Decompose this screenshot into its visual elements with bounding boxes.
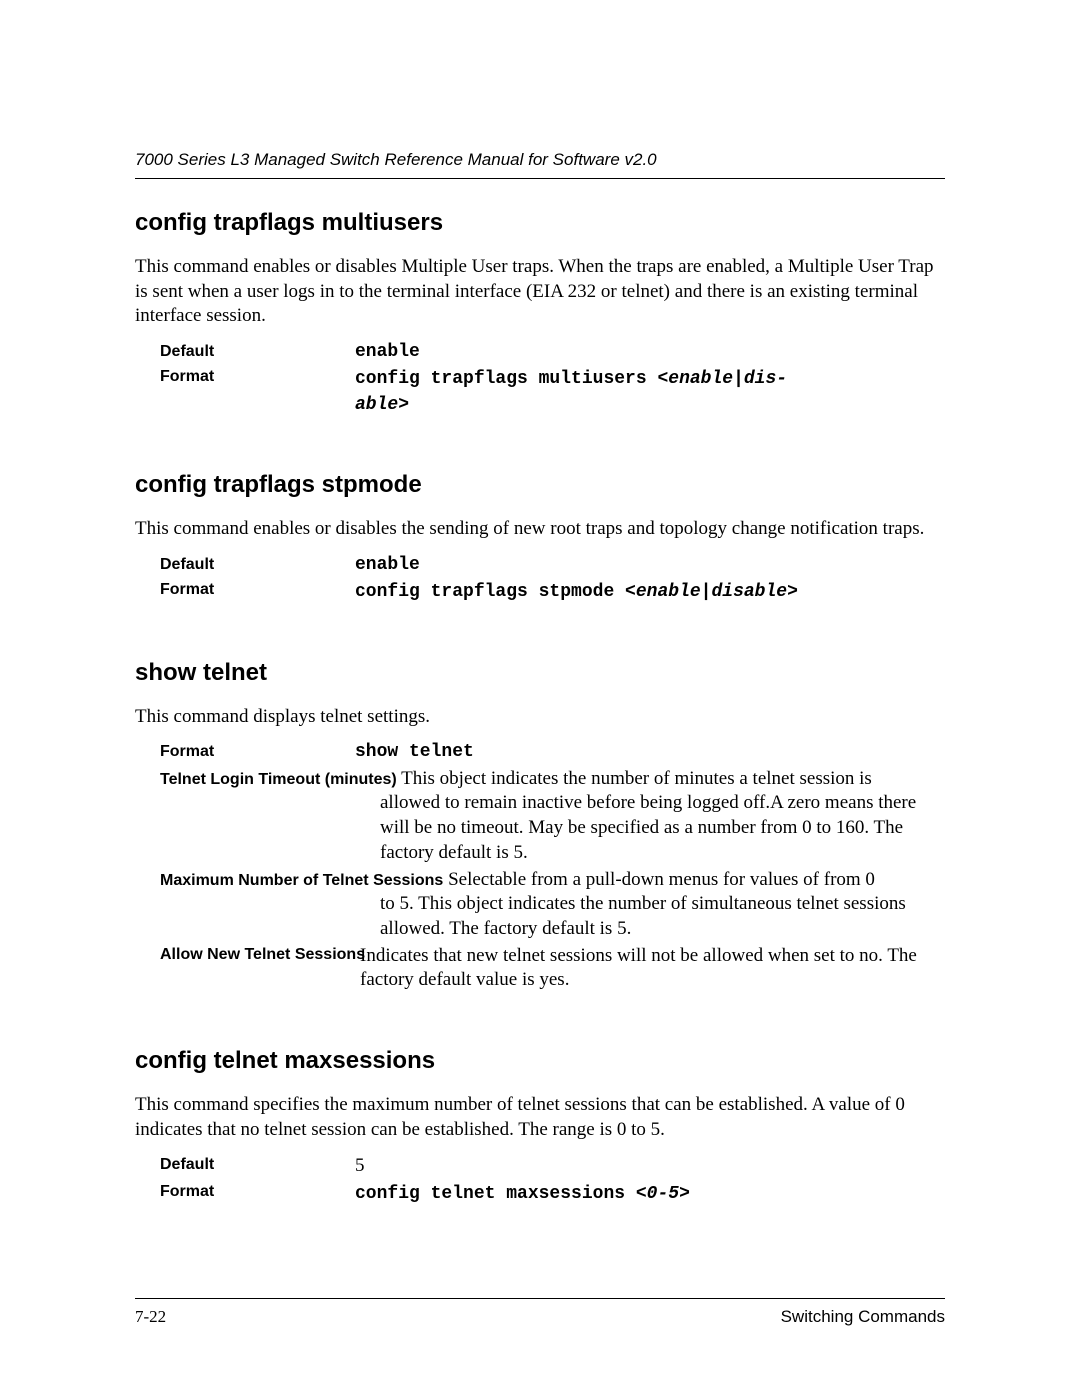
section-desc: This command specifies the maximum numbe… xyxy=(135,1093,945,1142)
format-close: > xyxy=(679,1184,690,1204)
default-label: Default xyxy=(160,554,355,574)
default-row: Default enable xyxy=(160,554,945,577)
format-value: show telnet xyxy=(355,741,945,764)
format-value: config trapflags stpmode <enable|disable… xyxy=(355,579,945,604)
format-label: Format xyxy=(160,741,355,761)
section-heading-multiusers: config trapflags multiusers xyxy=(135,209,945,237)
format-arg: enable|dis- xyxy=(668,369,787,389)
section-heading-showtelnet: show telnet xyxy=(135,659,945,687)
format-close: > xyxy=(398,395,409,415)
format-cmd: config trapflags multiusers < xyxy=(355,369,668,389)
format-row: Format config trapflags stpmode <enable|… xyxy=(160,579,945,604)
default-label: Default xyxy=(160,341,355,361)
default-row: Default 5 xyxy=(160,1154,945,1179)
param-label: Maximum Number of Telnet Sessions xyxy=(160,872,443,889)
format-arg: enable|disable xyxy=(636,582,787,602)
format-row: Format config trapflags multiusers <enab… xyxy=(160,366,945,417)
footer-section: Switching Commands xyxy=(781,1307,945,1327)
section-desc: This command displays telnet settings. xyxy=(135,705,945,730)
param-text: Indicates that new telnet sessions will … xyxy=(360,944,945,993)
format-cmd: config telnet maxsessions < xyxy=(355,1184,647,1204)
default-label: Default xyxy=(160,1154,355,1174)
section-heading-stpmode: config trapflags stpmode xyxy=(135,471,945,499)
section-desc: This command enables or disables Multipl… xyxy=(135,255,945,329)
param-row-maxsessions: Maximum Number of Telnet Sessions Select… xyxy=(160,868,945,942)
param-text-first: Selectable from a pull-down menus for va… xyxy=(443,869,875,890)
format-cmd: config trapflags stpmode < xyxy=(355,582,636,602)
format-arg2: able xyxy=(355,395,398,415)
format-row: Format config telnet maxsessions <0-5> xyxy=(160,1181,945,1206)
param-label: Allow New Telnet Sessions xyxy=(160,944,360,964)
format-row: Format show telnet xyxy=(160,741,945,764)
page-header: 7000 Series L3 Managed Switch Reference … xyxy=(135,150,945,179)
section-heading-maxsessions: config telnet maxsessions xyxy=(135,1047,945,1075)
section-desc: This command enables or disables the sen… xyxy=(135,517,945,542)
param-text-first: This object indicates the number of minu… xyxy=(397,768,872,789)
default-row: Default enable xyxy=(160,341,945,364)
default-value: enable xyxy=(355,341,945,364)
param-row-allownew: Allow New Telnet Sessions Indicates that… xyxy=(160,944,945,993)
format-label: Format xyxy=(160,366,355,386)
format-label: Format xyxy=(160,579,355,599)
param-text-rest: allowed to remain inactive before being … xyxy=(380,791,945,865)
param-row-timeout: Telnet Login Timeout (minutes) This obje… xyxy=(160,767,945,866)
page-footer: 7-22 Switching Commands xyxy=(135,1298,945,1327)
default-value: 5 xyxy=(355,1154,945,1179)
param-label: Telnet Login Timeout (minutes) xyxy=(160,771,397,788)
param-text-rest: to 5. This object indicates the number o… xyxy=(380,892,945,941)
format-value: config telnet maxsessions <0-5> xyxy=(355,1181,945,1206)
format-label: Format xyxy=(160,1181,355,1201)
format-close: > xyxy=(787,582,798,602)
header-title: 7000 Series L3 Managed Switch Reference … xyxy=(135,150,657,169)
page-number: 7-22 xyxy=(135,1307,166,1327)
format-value: config trapflags multiusers <enable|dis-… xyxy=(355,366,945,417)
format-arg: 0-5 xyxy=(647,1184,679,1204)
default-value: enable xyxy=(355,554,945,577)
document-page: 7000 Series L3 Managed Switch Reference … xyxy=(0,0,1080,1397)
